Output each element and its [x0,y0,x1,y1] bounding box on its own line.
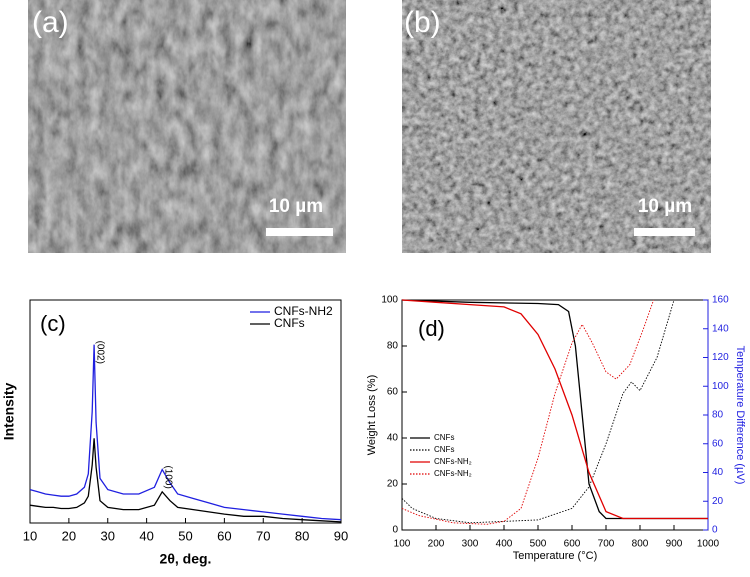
chart: 100 200 300 400 500 600 700 800 900 1000020406080… [366,295,746,562]
series-line [29,438,342,523]
y-axis-title: Weight Loss (%) [366,375,378,456]
y2-tick-label: 120 [712,352,729,363]
x-tick-label: 700 [598,539,615,550]
x-tick-label: 60 [217,528,231,543]
y-axis-title: Intensity [1,383,17,441]
x-tick-label: 900 [666,539,683,550]
annotation: (100) [163,465,174,488]
x-tick-label: 30 [101,528,115,543]
panel-label: (b) [404,6,441,39]
sem-image-a: (a) 10 µm [28,0,346,253]
y-tick-label: 80 [387,341,399,352]
scale-bar [266,228,333,236]
y2-tick-label: 40 [712,467,724,478]
image [28,0,346,253]
annotation: (002) [95,341,106,364]
y2-tick-label: 100 [712,381,729,392]
y2-tick-label: 60 [712,438,724,449]
legend-label: CNFs-NH₂ [434,457,472,466]
series-line [401,299,655,525]
x-tick-label: 400 [496,539,513,550]
x-tick-label: 70 [256,528,270,543]
sem-image-b: (b) 10 µm [402,0,711,253]
series-line [401,299,708,520]
y2-tick-label: 0 [712,525,718,536]
x-tick-label: 200 [428,539,445,550]
legend-label: CNFs [434,433,454,442]
panel-label: (d) [418,316,445,341]
x-tick-label: 20 [62,528,76,543]
x-axis-title: Temperature (°C) [513,550,597,562]
y-tick-label: 40 [387,433,399,444]
y-tick-label: 100 [381,295,398,306]
y-tick-label: 60 [387,387,399,398]
legend-label: CNFs-NH2 [274,304,333,318]
plot-frame [29,299,342,524]
y2-tick-label: 140 [712,323,729,334]
panel-label: (c) [40,311,66,336]
x-tick-label: 80 [295,528,309,543]
x-axis-title: 2θ, deg. [160,551,212,567]
y2-tick-label: 80 [712,410,724,421]
legend-label: CNFs [274,316,305,330]
x-tick-label: 50 [178,528,192,543]
x-tick-label: 500 [530,539,547,550]
series-line [401,299,708,520]
y2-tick-label: 160 [712,295,729,306]
x-tick-label: 100 [394,539,411,550]
panel-label: (a) [32,6,69,39]
legend-label: CNFs [434,445,454,454]
y2-axis-title: Temperature Difference (µV) [734,346,746,485]
x-tick-label: 40 [139,528,153,543]
x-tick-label: 1000 [697,539,720,550]
x-tick-label: 600 [564,539,581,550]
y-tick-label: 0 [392,525,398,536]
y-tick-label: 20 [387,479,399,490]
plot-frame [401,299,709,531]
scale-bar-label: 10 µm [269,196,323,217]
series-line [401,299,675,524]
x-tick-label: 90 [334,528,348,543]
x-tick-label: 300 [462,539,479,550]
chart: 10 20 30 40 50 60 70 80 90 2θ, deg. Intensity (c) CN… [1,299,348,567]
series-line [29,344,342,521]
legend-label: CNFs-NH₂ [434,469,472,478]
x-tick-label: 10 [23,528,37,543]
image [402,0,711,253]
y2-tick-label: 20 [712,496,724,507]
scale-bar [634,228,695,236]
scale-bar-label: 10 µm [638,196,692,217]
x-tick-label: 800 [632,539,649,550]
